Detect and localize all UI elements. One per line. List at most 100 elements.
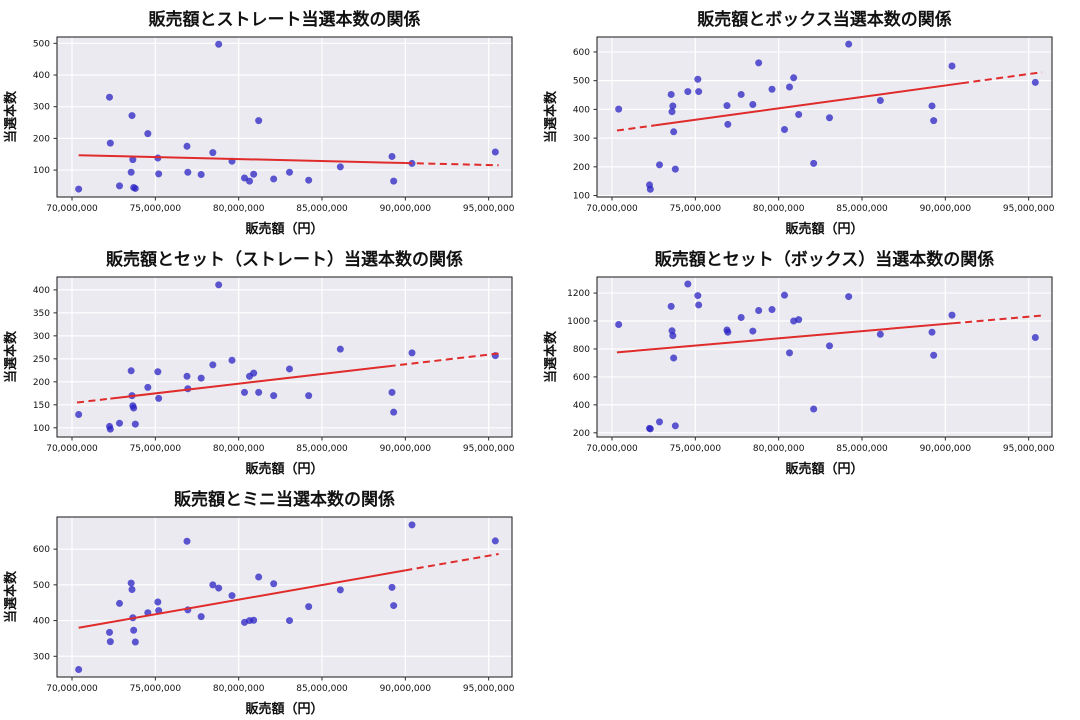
data-point xyxy=(749,327,757,335)
y-tick-label: 500 xyxy=(33,581,50,591)
x-axis-label: 販売額（円） xyxy=(785,221,863,237)
data-point xyxy=(241,174,248,182)
x-tick-label: 90,000,000 xyxy=(380,204,432,214)
y-tick-label: 600 xyxy=(33,545,50,555)
data-point xyxy=(250,170,258,178)
data-point xyxy=(75,185,83,193)
data-point xyxy=(684,280,692,288)
x-tick-label: 70,000,000 xyxy=(46,444,98,454)
y-tick-label: 200 xyxy=(33,134,50,144)
data-point xyxy=(795,316,803,324)
data-point xyxy=(144,383,152,391)
data-point xyxy=(144,130,152,138)
data-point xyxy=(723,102,731,110)
data-point xyxy=(930,117,938,125)
data-point xyxy=(670,354,678,362)
data-point xyxy=(75,666,83,673)
data-point xyxy=(270,392,278,400)
x-tick-label: 80,000,000 xyxy=(213,684,265,694)
data-point xyxy=(128,586,136,593)
data-point xyxy=(826,342,833,350)
x-tick-label: 95,000,000 xyxy=(1003,444,1055,454)
y-tick-label: 300 xyxy=(33,103,50,113)
x-tick-label: 85,000,000 xyxy=(296,684,348,694)
data-point xyxy=(130,404,138,412)
data-point xyxy=(336,586,344,594)
data-point xyxy=(116,182,123,190)
y-tick-label: 400 xyxy=(573,401,590,411)
data-point xyxy=(768,85,776,93)
y-tick-label: 400 xyxy=(33,286,50,296)
data-point xyxy=(130,626,138,634)
data-point xyxy=(670,128,678,136)
data-point xyxy=(615,321,623,329)
data-point xyxy=(1031,78,1039,86)
data-point xyxy=(197,374,205,382)
x-tick-label: 70,000,000 xyxy=(586,444,638,454)
data-point xyxy=(106,628,113,636)
plot-background xyxy=(57,517,512,677)
data-point xyxy=(768,306,776,314)
trend-line-solid xyxy=(655,82,963,127)
chart-title: 販売額とボックス当選本数の関係 xyxy=(697,9,952,30)
x-tick-label: 80,000,000 xyxy=(753,204,805,214)
x-tick-label: 85,000,000 xyxy=(836,204,888,214)
data-point xyxy=(669,102,677,110)
data-point xyxy=(255,117,263,125)
x-tick-label: 85,000,000 xyxy=(296,444,348,454)
data-point xyxy=(646,185,654,193)
plot-background xyxy=(57,37,512,197)
data-point xyxy=(408,349,416,357)
data-point xyxy=(845,40,853,48)
data-point xyxy=(131,420,139,428)
data-point xyxy=(155,607,163,615)
x-tick-label: 90,000,000 xyxy=(920,444,972,454)
x-tick-label: 95,000,000 xyxy=(463,444,515,454)
data-point xyxy=(795,111,803,119)
x-tick-label: 85,000,000 xyxy=(296,204,348,214)
x-tick-label: 80,000,000 xyxy=(213,204,265,214)
data-point xyxy=(209,361,217,369)
data-point xyxy=(106,638,114,646)
y-tick-label: 300 xyxy=(33,332,50,342)
x-tick-label: 95,000,000 xyxy=(1003,204,1055,214)
y-axis-label: 当選本数 xyxy=(543,330,559,383)
data-point xyxy=(749,101,757,109)
data-point xyxy=(128,112,136,120)
data-point xyxy=(250,616,258,624)
data-point xyxy=(491,148,499,156)
data-point xyxy=(183,372,191,380)
data-point xyxy=(336,163,344,171)
x-tick-label: 95,000,000 xyxy=(463,684,515,694)
trend-line-dashed xyxy=(388,352,501,368)
y-axis-label: 当選本数 xyxy=(543,90,559,143)
data-point xyxy=(127,579,135,587)
data-point xyxy=(75,410,83,418)
y-axis-label: 当選本数 xyxy=(3,330,19,383)
data-point xyxy=(116,419,123,427)
y-tick-label: 1200 xyxy=(567,289,590,299)
data-point xyxy=(786,83,793,91)
chart-canvas-set-box: 70,000,000 75,000,000 80,000,000 85,000,000… xyxy=(543,249,1055,477)
data-point xyxy=(948,62,956,70)
data-point xyxy=(695,88,703,96)
data-point xyxy=(1031,334,1039,342)
data-point xyxy=(669,332,677,340)
data-point xyxy=(127,367,135,375)
y-tick-label: 400 xyxy=(573,105,590,115)
y-tick-label: 300 xyxy=(33,652,50,662)
chart-title: 販売額とセット（ボックス）当選本数の関係 xyxy=(655,249,995,270)
data-point xyxy=(781,291,788,299)
data-point xyxy=(305,176,313,184)
x-tick-label: 90,000,000 xyxy=(380,444,432,454)
data-point xyxy=(388,152,396,160)
data-point xyxy=(786,349,793,357)
data-point xyxy=(197,613,205,621)
data-point xyxy=(491,537,499,545)
data-point xyxy=(390,602,398,610)
trend-line-dashed xyxy=(76,397,111,404)
y-tick-label: 200 xyxy=(573,429,590,439)
data-point xyxy=(390,177,398,185)
data-point xyxy=(131,184,139,192)
trend-line-solid xyxy=(110,365,389,400)
